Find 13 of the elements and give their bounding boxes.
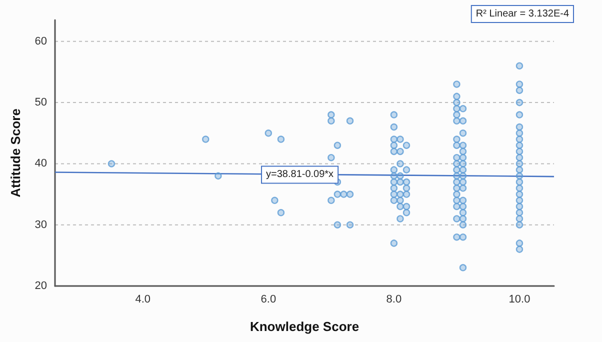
text: R² Linear = 3.132E-4 bbox=[476, 8, 570, 20]
x-tick-label: 8.0 bbox=[386, 294, 402, 306]
x-tick-label: 10.0 bbox=[508, 294, 530, 306]
x-axis-title: Knowledge Score bbox=[250, 319, 360, 334]
y-tick-label: 20 bbox=[34, 280, 47, 292]
y-tick-label: 50 bbox=[34, 96, 47, 109]
x-tick-label: 4.0 bbox=[135, 294, 151, 306]
y-tick-label: 40 bbox=[34, 158, 47, 170]
x-tick-label: 6.0 bbox=[260, 294, 276, 306]
y-axis-title: Attitude Score bbox=[8, 108, 23, 198]
y-tick-label: 60 bbox=[34, 35, 47, 48]
annotation: y=38.81-0.09*x bbox=[266, 169, 334, 180]
y-tick-label: 30 bbox=[34, 218, 47, 231]
